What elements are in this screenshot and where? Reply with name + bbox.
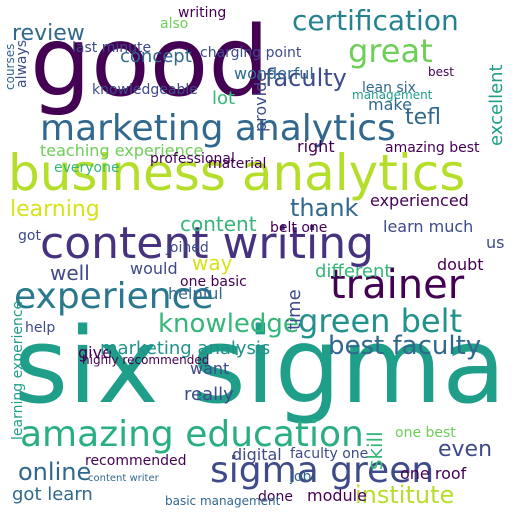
word: highly recommended [82,353,209,367]
word: well [50,261,90,285]
word: job [289,469,311,485]
word: certification [292,4,459,37]
word: charging point [200,45,302,61]
word: thank [290,194,359,222]
word: right [297,137,335,156]
word: marketing analysis [100,338,270,359]
word: faculty [265,64,347,92]
word: material [208,156,266,172]
word: trainer [330,262,465,308]
word: one best [395,425,456,441]
word: joined [165,240,209,256]
word: green belt [298,302,462,340]
word: courses [3,44,17,90]
word: writing [178,5,226,21]
word: best [428,65,454,79]
word: business analytics [8,144,465,202]
word: one basic [180,274,247,290]
word: digital [232,445,282,464]
word: excellent [486,64,507,146]
word: provide [251,72,270,132]
word: amazing best [385,140,480,156]
words: good six sigma business analytics content w… [3,4,507,509]
word: give [78,343,112,362]
word: marketing analytics [40,108,396,149]
word: recommended [85,453,186,469]
word: good [30,6,269,118]
word: knowledge [158,309,299,339]
word: lean six [362,80,416,96]
word: experience [14,276,214,317]
word: want [190,359,229,378]
word: got [18,228,41,244]
word: doubt [437,255,484,274]
word: time [284,289,305,330]
word: content writer [88,473,160,484]
word: lot [212,88,235,109]
word: would [130,259,178,278]
word: great [348,32,433,70]
word: basic management [165,494,281,508]
word: amazing education [20,414,364,455]
word: us [486,233,504,252]
word: learning [10,197,100,222]
word: six sigma [14,305,506,427]
word: also [160,16,188,32]
word: learning experience [10,301,26,440]
word: online [18,458,91,486]
word: faculty one [290,446,368,462]
word: make [368,95,412,114]
word: done [258,489,293,505]
word: teaching experience [40,141,203,160]
word: tefl [405,105,441,130]
word: different [315,261,391,282]
word: concept [120,46,192,67]
word: management [352,88,433,102]
word: content writing [40,218,374,269]
word: module [307,486,367,505]
word: sigma green [210,450,434,491]
word: review [12,21,85,46]
word: belt one [270,220,327,236]
word: way [192,251,233,275]
word: institute [355,481,454,509]
word: got learn [12,484,93,505]
word: experienced [370,191,469,210]
word: professional [150,151,235,167]
word: help [25,320,55,336]
word: wonderful [234,64,314,83]
word: best faculty [328,331,481,361]
word: skill [363,431,387,470]
word: helpful [168,284,223,303]
word: always [14,40,30,88]
word: one roof [400,464,467,483]
word: even [438,437,492,462]
word: content [180,212,257,236]
word: learn much [383,217,473,236]
word: last minute [72,40,151,56]
word: everyone [54,160,120,176]
word: really [184,384,234,405]
word: knowledgeable [92,82,198,98]
